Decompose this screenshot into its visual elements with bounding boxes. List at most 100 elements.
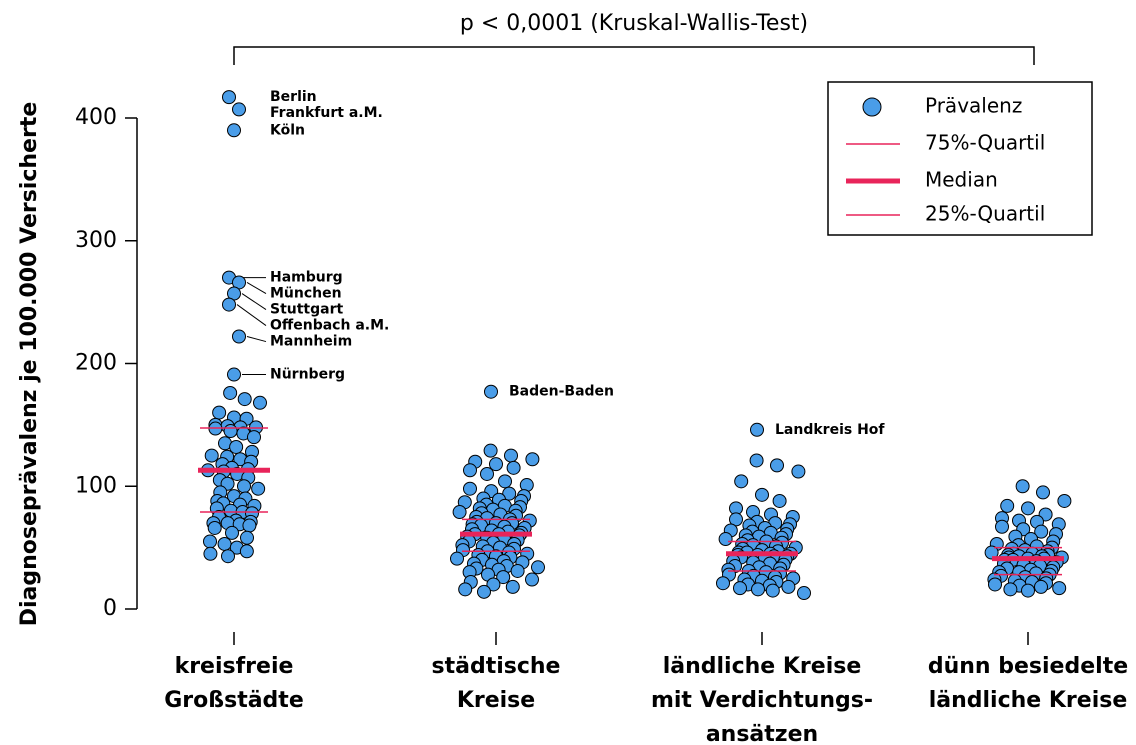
point — [733, 581, 747, 596]
point — [223, 424, 238, 439]
point — [984, 545, 999, 560]
point-label: Hamburg — [270, 270, 343, 286]
point — [242, 518, 257, 533]
point — [716, 576, 730, 591]
point — [240, 530, 254, 545]
point — [489, 457, 503, 472]
point — [496, 570, 511, 585]
point — [765, 583, 780, 598]
point — [1015, 479, 1030, 494]
point — [995, 519, 1009, 534]
point — [1036, 485, 1050, 500]
point-label: Offenbach a.M. — [270, 318, 389, 334]
legend-label: 25%-Quartil — [925, 202, 1045, 226]
point — [797, 586, 811, 601]
point — [463, 463, 477, 478]
point — [1021, 501, 1035, 516]
point — [484, 384, 498, 399]
legend-label: 75%-Quartil — [925, 131, 1045, 155]
point — [225, 525, 239, 540]
point — [531, 560, 545, 575]
legend-label: Prävalenz — [925, 94, 1022, 118]
point — [221, 549, 235, 564]
x-tick-label: mit Verdichtungs- — [651, 688, 873, 713]
point — [755, 487, 769, 502]
leader-line — [236, 304, 267, 326]
point — [510, 563, 525, 578]
point — [791, 464, 806, 479]
x-tick-label: kreisfreie — [175, 654, 294, 679]
point — [222, 90, 236, 105]
point — [207, 520, 222, 535]
point — [525, 572, 539, 587]
point — [1034, 579, 1048, 594]
point — [480, 466, 494, 481]
legend-label: Median — [925, 168, 998, 192]
point — [486, 577, 501, 592]
chart-title: p < 0,0001 (Kruskal-Wallis-Test) — [460, 11, 808, 36]
point — [203, 546, 218, 561]
y-tick-label: 100 — [75, 473, 117, 498]
point — [450, 551, 464, 566]
point — [229, 439, 244, 454]
point — [477, 584, 491, 599]
y-tick-label: 400 — [75, 105, 117, 130]
x-tick-label: Großstädte — [164, 688, 304, 713]
point — [247, 430, 261, 445]
point-label: Berlin — [270, 89, 317, 105]
point — [227, 367, 241, 382]
point — [237, 392, 252, 407]
point — [734, 474, 749, 489]
point — [750, 422, 764, 437]
y-axis-label: Diagnoseprävalenz je 100.000 Versicherte — [17, 102, 42, 627]
leader-line — [246, 336, 267, 343]
point — [1057, 493, 1072, 508]
point — [452, 505, 467, 520]
y-tick-label: 300 — [75, 228, 117, 253]
point — [232, 102, 246, 117]
point — [458, 582, 473, 597]
point-label: Baden-Baden — [509, 384, 614, 400]
point — [505, 579, 520, 594]
point — [227, 123, 241, 138]
point-label: Köln — [270, 122, 305, 138]
point — [1003, 582, 1018, 597]
point-label: München — [270, 286, 342, 302]
point — [463, 481, 477, 496]
point — [1052, 581, 1067, 596]
legend-symbol — [862, 97, 882, 117]
leader-line — [241, 293, 267, 310]
point — [502, 486, 517, 501]
x-tick-label: städtische — [432, 654, 561, 679]
point — [770, 458, 784, 473]
point-label: Landkreis Hof — [775, 422, 885, 438]
point — [222, 297, 236, 312]
point-label: Nürnberg — [270, 367, 345, 383]
point — [253, 395, 267, 410]
point — [772, 493, 787, 508]
significance-bracket — [233, 46, 1035, 65]
point — [751, 582, 765, 597]
leader-line — [246, 282, 267, 295]
point — [212, 405, 227, 420]
point — [498, 474, 512, 489]
point — [232, 329, 246, 344]
x-tick-label: Kreise — [457, 688, 535, 713]
point — [749, 453, 764, 468]
point — [203, 534, 217, 549]
y-tick-label: 200 — [75, 351, 117, 376]
point — [251, 481, 266, 496]
point — [506, 460, 521, 475]
point-label: Stuttgart — [270, 302, 344, 318]
point — [204, 448, 219, 463]
point — [217, 536, 232, 551]
point — [239, 544, 254, 559]
point — [504, 448, 518, 463]
point — [988, 577, 1002, 592]
point — [1034, 524, 1049, 539]
x-tick-label: dünn besiedelte — [928, 654, 1128, 679]
x-tick-label: ländliche Kreise — [929, 688, 1128, 713]
point — [525, 452, 540, 467]
point — [237, 479, 251, 494]
